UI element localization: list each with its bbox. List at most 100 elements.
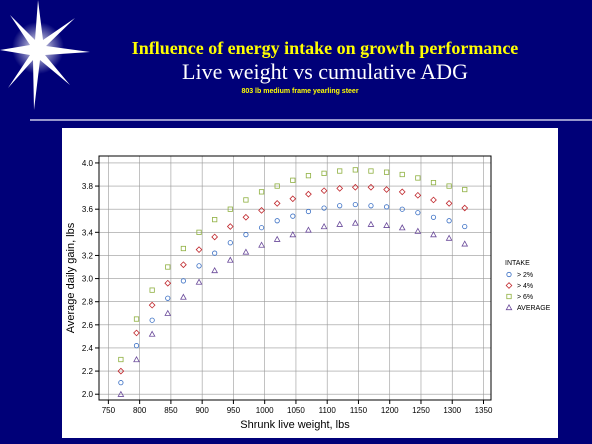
star [0,0,90,110]
data-point [243,232,249,238]
x-tick-label: 850 [164,406,178,415]
legend-label: > 6% [517,294,533,301]
data-point [336,220,344,227]
data-point [368,203,374,209]
data-point [305,173,312,179]
data-point [290,177,296,183]
data-point [383,221,390,228]
data-point [462,223,468,230]
data-point [226,223,234,230]
data-point [258,206,265,214]
data-point [273,235,281,242]
legend-marker [506,271,512,278]
subtitle: Live weight vs cumulative ADG [182,59,468,84]
legend-marker [506,293,512,300]
y-tick-label: 2.2 [82,367,94,376]
legend-title: INTAKE [505,260,530,267]
data-point [258,225,265,231]
data-point [118,356,124,363]
x-tick-label: 1250 [412,406,430,415]
y-tick-label: 3.0 [82,275,94,284]
y-axis-label: Average daily gain, lbs [65,222,77,333]
data-point [320,223,328,230]
data-point [164,309,172,316]
data-point [211,233,219,241]
plot-frame [98,155,492,401]
data-point [180,293,187,300]
x-axis-label: Shrunk live weight, lbs [240,419,350,431]
data-point [305,208,312,215]
data-point [165,264,171,270]
data-point [336,185,344,192]
data-point [383,169,390,175]
data-point [165,295,171,301]
data-point [211,266,219,274]
data-point [180,261,187,269]
y-tick-label: 4.0 [82,159,94,168]
x-tick-label: 1050 [287,406,305,415]
y-tick-label: 2.6 [82,321,94,330]
data-point [117,390,125,397]
x-tick-label: 1300 [443,406,461,415]
data-point [320,187,328,195]
data-point [195,246,203,254]
data-point [446,218,452,224]
data-point [133,329,140,337]
data-point [180,278,187,284]
data-point [445,234,453,241]
y-tick-label: 2.0 [82,390,94,399]
data-point [461,204,469,212]
data-point [461,240,469,247]
data-point [212,217,218,223]
note: 803 lb medium frame yearling steer [241,88,358,95]
legend-marker [505,282,513,289]
data-point [243,197,249,203]
title: Influence of energy intake on growth per… [132,38,519,58]
x-tick-label: 900 [195,406,209,415]
data-point [227,240,233,246]
legend-label: > 4% [517,283,533,290]
data-point [133,355,140,363]
data-point [367,220,375,227]
data-point [430,231,437,238]
data-point [430,196,437,204]
data-point [337,168,343,174]
data-point [227,206,233,212]
legend-marker [505,303,513,311]
data-point [133,316,140,322]
x-tick-label: 1350 [475,406,493,415]
data-point [196,263,202,269]
data-point [414,191,422,199]
data-point [195,278,203,285]
data-point [196,229,202,235]
data-point [164,279,172,287]
data-point [258,241,265,248]
legend-label: AVERAGE [517,305,551,312]
data-point [242,213,250,221]
data-point [430,179,437,186]
y-tick-label: 3.4 [82,228,94,237]
data-point [368,168,374,174]
x-tick-label: 750 [102,406,116,415]
data-point [212,250,218,256]
data-point [149,317,155,323]
x-tick-label: 1200 [381,406,399,415]
data-point [398,224,406,231]
data-point [337,203,343,209]
data-point [383,204,390,210]
data-point [305,190,312,198]
x-tick-label: 1150 [350,406,368,415]
x-tick-label: 1100 [319,406,337,415]
y-tick-label: 2.8 [82,298,94,307]
x-tick-label: 950 [227,406,241,415]
legend-label: > 2% [517,272,533,279]
data-point [242,248,250,255]
data-point [148,301,156,309]
data-point [226,256,234,263]
data-point [399,171,405,178]
data-point [445,200,453,207]
data-point [446,183,452,189]
data-point [321,170,327,176]
y-tick-label: 2.4 [82,344,94,353]
